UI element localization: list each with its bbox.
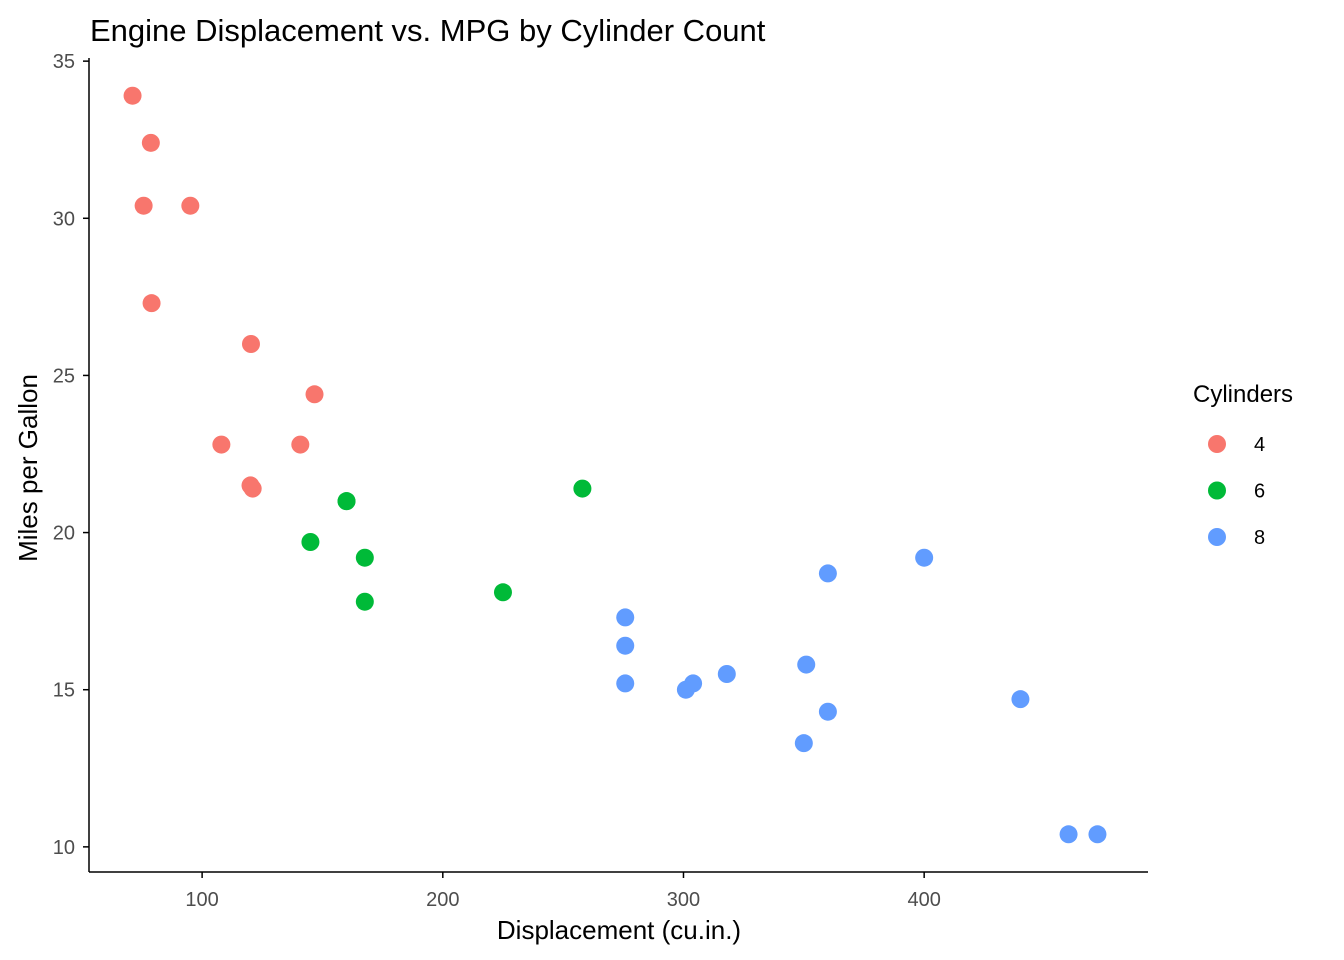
data-point bbox=[616, 674, 635, 693]
x-tick-label: 100 bbox=[185, 889, 218, 911]
data-point bbox=[134, 196, 153, 215]
data-point bbox=[676, 680, 695, 699]
data-point bbox=[493, 583, 512, 602]
x-axis-title: Displacement (cu.in.) bbox=[497, 915, 741, 945]
x-tick-label: 400 bbox=[907, 889, 940, 911]
y-axis-ticks: 10 15 20 25 30 35 bbox=[53, 51, 89, 859]
y-tick-label: 25 bbox=[53, 365, 75, 387]
legend-title: Cylinders bbox=[1193, 381, 1293, 408]
data-point bbox=[794, 734, 813, 753]
data-point bbox=[123, 86, 142, 105]
data-point bbox=[355, 592, 374, 611]
data-point bbox=[1088, 825, 1107, 844]
y-tick-label: 20 bbox=[53, 523, 75, 545]
data-point bbox=[241, 335, 260, 353]
data-point bbox=[355, 548, 374, 567]
data-point bbox=[818, 702, 837, 721]
series-8 bbox=[616, 548, 1107, 844]
data-point bbox=[181, 196, 200, 215]
data-point bbox=[818, 564, 837, 583]
legend-key bbox=[1208, 528, 1226, 546]
x-tick-label: 300 bbox=[667, 889, 700, 911]
y-tick-label: 15 bbox=[53, 680, 75, 702]
data-point bbox=[717, 665, 736, 683]
legend-item-6: 6 bbox=[1208, 481, 1265, 503]
x-axis-ticks: 100 200 300 400 bbox=[185, 872, 941, 911]
data-point bbox=[1059, 825, 1078, 844]
legend-item-4: 4 bbox=[1208, 434, 1265, 456]
data-point bbox=[337, 492, 356, 511]
data-point bbox=[616, 636, 635, 655]
x-tick-label: 200 bbox=[426, 889, 459, 911]
legend-label: 6 bbox=[1254, 481, 1265, 503]
data-point bbox=[291, 435, 310, 454]
y-axis-title: Miles per Gallon bbox=[13, 374, 43, 562]
legend-key bbox=[1208, 481, 1226, 500]
legend-key bbox=[1208, 435, 1226, 453]
data-point bbox=[141, 133, 160, 152]
y-tick-label: 30 bbox=[53, 208, 75, 230]
data-point bbox=[243, 479, 262, 498]
legend-label: 4 bbox=[1254, 434, 1265, 456]
y-tick-label: 35 bbox=[53, 51, 75, 73]
series-6 bbox=[301, 479, 592, 611]
data-point bbox=[915, 548, 934, 567]
data-point bbox=[142, 294, 161, 313]
data-point bbox=[1011, 690, 1030, 709]
data-point bbox=[573, 479, 592, 498]
data-point bbox=[616, 608, 635, 627]
legend: Cylinders 4 6 8 bbox=[1193, 381, 1293, 549]
plot-area bbox=[123, 86, 1107, 844]
chart-title: Engine Displacement vs. MPG by Cylinder … bbox=[90, 13, 766, 48]
series-4 bbox=[123, 86, 324, 498]
data-point bbox=[301, 533, 320, 551]
data-point bbox=[305, 385, 324, 404]
y-tick-label: 10 bbox=[53, 837, 75, 859]
legend-label: 8 bbox=[1254, 527, 1265, 549]
legend-item-8: 8 bbox=[1208, 527, 1265, 549]
data-point bbox=[212, 435, 231, 454]
data-point bbox=[797, 655, 816, 674]
